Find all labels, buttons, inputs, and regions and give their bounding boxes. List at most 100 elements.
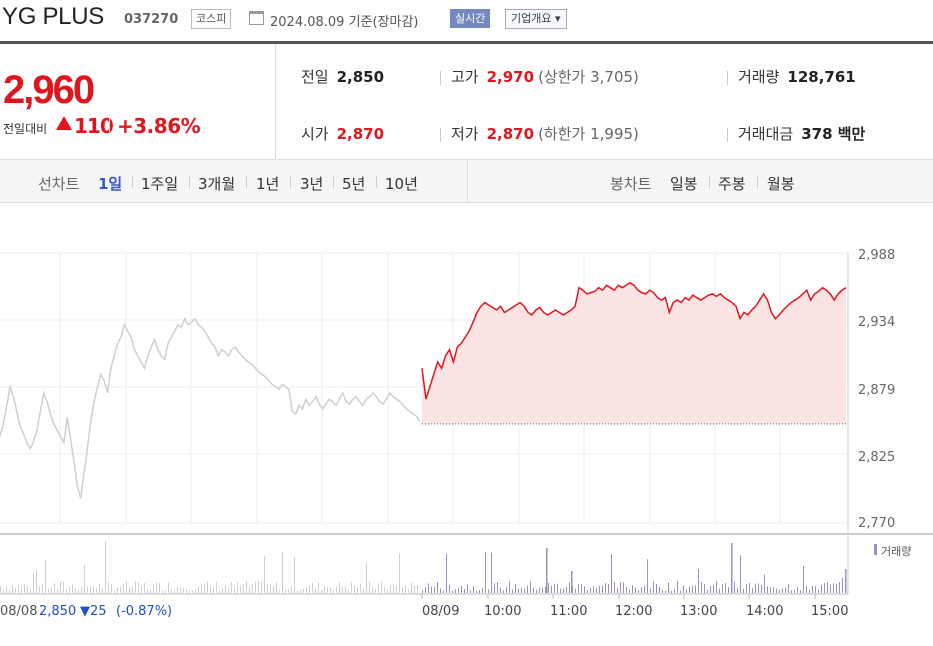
prev-day-change: ▼25 [80, 604, 107, 619]
volume-bar [27, 585, 28, 593]
volume-bar [503, 590, 504, 593]
volume-bar [42, 584, 43, 593]
volume-bar [123, 583, 124, 593]
tab-weekly[interactable]: 주봉 [718, 175, 746, 193]
volume-bar [12, 585, 13, 593]
volume-bar [524, 588, 525, 593]
volume-bar [776, 588, 777, 593]
volume-bar [554, 584, 555, 593]
volume-bar [761, 585, 762, 593]
volume-bar [548, 582, 549, 593]
volume-bar [348, 589, 349, 593]
volume-bar [180, 587, 181, 593]
volume-bar [764, 574, 765, 593]
volume-bar [414, 585, 415, 593]
volume-bar [222, 587, 223, 593]
volume-bar [78, 590, 79, 593]
realtime-button[interactable]: 실시간 [450, 9, 491, 28]
volume-bar [815, 586, 816, 593]
tab-daily[interactable]: 일봉 [670, 175, 698, 193]
volume-bar [686, 589, 687, 593]
volume-bar [153, 584, 154, 593]
volume-bar [369, 581, 370, 593]
volume-bar [189, 590, 190, 593]
volume-bar [24, 584, 25, 593]
volume-bar [557, 583, 558, 593]
volume-bar [716, 581, 717, 593]
volume-bar [563, 588, 564, 593]
volume-bar [677, 581, 678, 593]
volume-bar [830, 584, 831, 593]
volume-bar [87, 586, 88, 593]
volume-bar [485, 551, 486, 593]
volume-bar [339, 581, 340, 593]
volume-bar [680, 590, 681, 593]
volume-bar [117, 587, 118, 593]
change-label: 전일대비 [3, 122, 48, 136]
volume-bar [177, 586, 178, 593]
volume-bar [683, 585, 684, 593]
volume-bar [488, 589, 489, 593]
volume-bar [794, 590, 795, 593]
volume-bar [425, 587, 426, 593]
volume-bar [261, 582, 262, 593]
volume-bar [75, 588, 76, 593]
y-tick-label: 2,770 [858, 516, 895, 531]
volume-bar [195, 589, 196, 593]
volume-bar [399, 553, 400, 593]
calendar-icon [249, 11, 264, 25]
x-tick-label: 11:00 [550, 604, 587, 619]
volume-bar [114, 590, 115, 593]
volume-bar [431, 586, 432, 593]
volume-bar [6, 586, 7, 593]
intraday-price-chart: 2,988 2,934 2,879 2,825 2,770 08/08 2,85… [0, 248, 933, 619]
company-overview-button[interactable]: 기업개요 ▾ [505, 9, 567, 29]
tab-3m[interactable]: 3개월 [198, 175, 236, 193]
volume-bar [228, 587, 229, 593]
volume-bar [396, 585, 397, 593]
volume-bar [569, 582, 570, 593]
volume-bar [731, 543, 733, 593]
volume-bar [111, 584, 112, 593]
volume-bar [509, 581, 510, 593]
volume-bar [593, 586, 594, 593]
volume-bar [144, 583, 145, 593]
volume-bar [18, 584, 19, 593]
volume-bar [120, 587, 121, 593]
today-line [421, 281, 847, 400]
volume-bar [422, 590, 423, 593]
tab-1w[interactable]: 1주일 [141, 175, 179, 193]
volume-bar [644, 585, 645, 593]
volume-bar [372, 586, 373, 593]
volume-bar [515, 583, 516, 593]
tab-10y[interactable]: 10년 [385, 175, 418, 193]
volume-bar [533, 587, 534, 593]
volume-bar [312, 582, 313, 593]
volume-bar [809, 589, 810, 593]
tab-1d[interactable]: 1일 [98, 175, 123, 193]
volume-bar [458, 587, 459, 593]
volume-bar [309, 585, 310, 593]
tab-1y[interactable]: 1년 [256, 175, 280, 193]
tab-5y[interactable]: 5년 [342, 175, 366, 193]
stock-header: YG PLUS 037270 코스피 2024.08.09 기준(장마감) 실시… [0, 0, 933, 44]
volume-bar [3, 589, 4, 593]
volume-bar [30, 589, 31, 593]
tab-3y[interactable]: 3년 [300, 175, 324, 193]
volume-bar [788, 584, 789, 593]
current-price: 2,960 [3, 68, 95, 112]
volume-bar [689, 586, 690, 593]
volume-bar [291, 585, 292, 593]
volume-bar [584, 586, 585, 593]
volume-bar [0, 586, 1, 593]
volume-bar [159, 582, 160, 593]
tab-monthly[interactable]: 월봉 [767, 175, 795, 193]
x-tick-label: 15:00 [811, 604, 848, 619]
volume-bar [411, 582, 412, 593]
volume-bar [150, 589, 151, 593]
volume-bar [57, 587, 58, 593]
volume-bar [611, 554, 612, 593]
prev-day-date: 08/08 [0, 604, 37, 619]
volume-bar [452, 590, 453, 593]
today-price-line [421, 281, 847, 425]
